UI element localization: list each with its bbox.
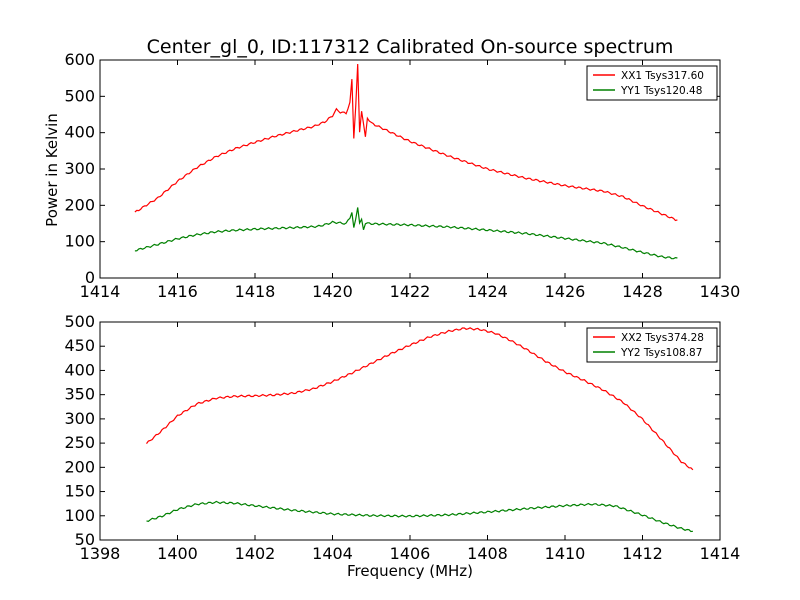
y-tick-label: 150: [64, 482, 95, 501]
y-axis-label: Power in Kelvin: [43, 113, 61, 227]
x-tick-label: 1424: [467, 282, 508, 301]
x-tick-label: 1408: [467, 544, 508, 563]
x-tick-label: 1398: [80, 544, 121, 563]
y-tick-label: 500: [64, 312, 95, 331]
y-tick-label: 400: [64, 123, 95, 142]
series-line-1: [146, 327, 694, 471]
y-tick-label: 100: [64, 232, 95, 251]
x-tick-label: 1414: [80, 282, 121, 301]
x-tick-label: 1402: [235, 544, 276, 563]
legend-box: [586, 327, 718, 363]
y-tick-label: 300: [64, 159, 95, 178]
series-line-2: [134, 207, 678, 260]
legend: XX1 Tsys317.60 YY1 Tsys120.48: [586, 65, 718, 101]
y-tick-label: 250: [64, 433, 95, 452]
x-tick-label: 1414: [700, 544, 741, 563]
series-line-2: [146, 500, 693, 533]
y-tick-label: 0: [85, 268, 95, 287]
x-tick-label: 1406: [390, 544, 431, 563]
y-tick-label: 600: [64, 50, 95, 69]
legend: XX2 Tsys374.28 YY2 Tsys108.87: [586, 327, 718, 363]
x-tick-label: 1422: [390, 282, 431, 301]
y-tick-label: 300: [64, 409, 95, 428]
x-tick-label: 1412: [622, 544, 663, 563]
x-tick-label: 1426: [545, 282, 586, 301]
y-tick-label: 100: [64, 506, 95, 525]
x-tick-label: 1400: [157, 544, 198, 563]
x-axis-label: Frequency (MHz): [347, 562, 473, 580]
y-tick-label: 50: [75, 530, 95, 549]
x-tick-label: 1404: [312, 544, 353, 563]
x-tick-label: 1416: [157, 282, 198, 301]
y-tick-label: 450: [64, 336, 95, 355]
legend-entry: XX1 Tsys317.60: [621, 70, 704, 82]
x-tick-label: 1420: [312, 282, 353, 301]
legend-entry: YY1 Tsys120.48: [620, 85, 702, 97]
legend-box: [586, 65, 718, 101]
y-tick-label: 400: [64, 360, 95, 379]
legend-entry: XX2 Tsys374.28: [621, 332, 704, 344]
series-line-1: [134, 63, 678, 222]
x-tick-label: 1430: [700, 282, 741, 301]
y-tick-label: 500: [64, 86, 95, 105]
x-tick-label: 1410: [545, 544, 586, 563]
y-tick-label: 200: [64, 195, 95, 214]
top-plot-panel: 1414 1416 1418 1420 1422 1424 1426 1428 1430 0 100…: [64, 50, 740, 301]
x-tick-label: 1418: [235, 282, 276, 301]
bottom-plot-panel: 1398 1400 1402 1404 1406 1408 1410 1412 1414 50 10…: [64, 312, 740, 563]
y-tick-label: 200: [64, 457, 95, 476]
figure-title: Center_gl_0, ID:117312 Calibrated On-sou…: [147, 36, 674, 58]
y-tick-label: 350: [64, 385, 95, 404]
x-tick-label: 1428: [622, 282, 663, 301]
legend-entry: YY2 Tsys108.87: [620, 347, 702, 359]
